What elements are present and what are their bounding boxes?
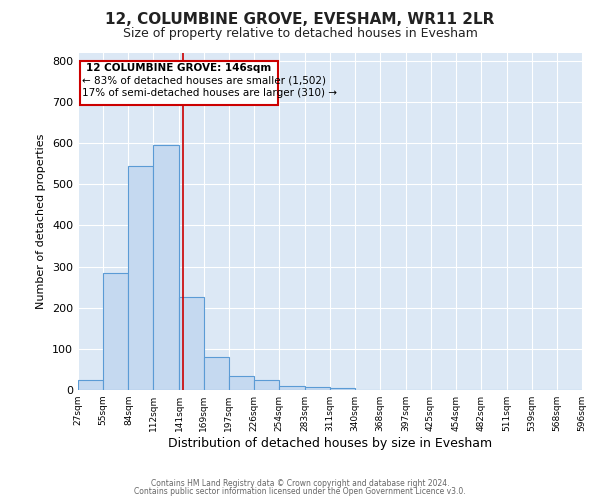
X-axis label: Distribution of detached houses by size in Evesham: Distribution of detached houses by size … [168,437,492,450]
Text: Contains public sector information licensed under the Open Government Licence v3: Contains public sector information licen… [134,487,466,496]
Text: Contains HM Land Registry data © Crown copyright and database right 2024.: Contains HM Land Registry data © Crown c… [151,478,449,488]
Bar [78,380,103,390]
Bar [254,380,279,390]
Bar [279,386,305,390]
Text: Size of property relative to detached houses in Evesham: Size of property relative to detached ho… [122,28,478,40]
Bar [229,376,254,390]
Bar [179,298,204,390]
Bar [329,388,355,390]
Bar [153,145,179,390]
Text: 17% of semi-detached houses are larger (310) →: 17% of semi-detached houses are larger (… [82,88,337,98]
Text: 12, COLUMBINE GROVE, EVESHAM, WR11 2LR: 12, COLUMBINE GROVE, EVESHAM, WR11 2LR [106,12,494,28]
Text: ← 83% of detached houses are smaller (1,502): ← 83% of detached houses are smaller (1,… [82,76,326,86]
Text: 12 COLUMBINE GROVE: 146sqm: 12 COLUMBINE GROVE: 146sqm [86,63,272,73]
Bar [128,166,153,390]
Y-axis label: Number of detached properties: Number of detached properties [37,134,46,309]
Bar [305,386,329,390]
Bar [103,272,128,390]
Bar [204,357,229,390]
FancyBboxPatch shape [80,60,278,105]
